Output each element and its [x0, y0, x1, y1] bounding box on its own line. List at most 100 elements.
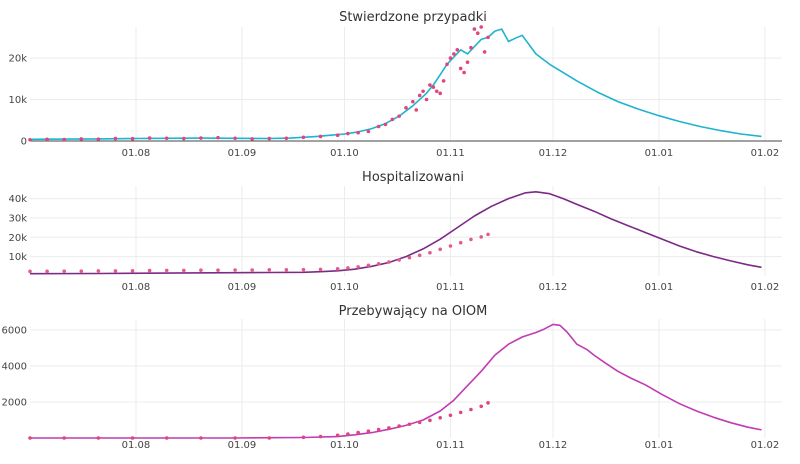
- data-point: [79, 137, 84, 141]
- data-point: [28, 269, 32, 274]
- data-point: [486, 35, 490, 40]
- data-point: [164, 268, 169, 273]
- data-point: [199, 136, 203, 140]
- data-point: [448, 56, 453, 60]
- data-point: [28, 137, 32, 142]
- data-point: [335, 133, 340, 137]
- data-point: [376, 124, 381, 129]
- data-point: [267, 268, 272, 272]
- x-tick-label: 01.10: [330, 440, 359, 451]
- data-point: [62, 436, 66, 440]
- data-point: [79, 269, 84, 273]
- data-point: [250, 268, 254, 272]
- data-point: [216, 135, 220, 140]
- data-point: [366, 429, 371, 433]
- data-point: [441, 79, 446, 83]
- x-tick-label: 01.09: [228, 282, 257, 293]
- data-point: [130, 436, 135, 440]
- data-point: [411, 99, 415, 104]
- data-point: [421, 89, 425, 94]
- data-point: [438, 247, 442, 252]
- x-tick-label: 01.08: [122, 440, 151, 451]
- data-point: [318, 434, 323, 439]
- data-point: [147, 136, 152, 140]
- data-point: [346, 131, 350, 136]
- data-point: [267, 136, 272, 141]
- data-point: [376, 427, 381, 432]
- data-point: [233, 136, 237, 141]
- data-point: [335, 267, 340, 271]
- data-point: [417, 93, 422, 98]
- y-tick-label: 4000: [2, 361, 27, 372]
- chart-hospitalized: Hospitalizowani 01.08 01.09 01.10 01.11 01.1…: [8, 170, 782, 293]
- data-point: [455, 48, 460, 52]
- series-line-model: [30, 323, 762, 439]
- data-point: [147, 268, 152, 273]
- x-tick-label: 01.11: [436, 282, 465, 293]
- data-point: [216, 268, 220, 272]
- data-point: [356, 130, 360, 135]
- data-point: [469, 45, 473, 50]
- data-point: [438, 91, 442, 96]
- chart-title: Hospitalizowani: [362, 170, 464, 185]
- data-point: [445, 62, 449, 67]
- data-point: [199, 268, 203, 272]
- data-point: [250, 137, 254, 141]
- data-point: [233, 268, 237, 272]
- chart-title: Przebywający na OIOM: [339, 304, 488, 319]
- data-point: [438, 416, 442, 420]
- data-point: [346, 266, 350, 270]
- data-point: [199, 436, 203, 440]
- series-line-model: [29, 28, 762, 141]
- data-point: [301, 435, 306, 440]
- data-point: [164, 136, 169, 141]
- data-point: [397, 114, 401, 118]
- data-point: [301, 135, 306, 140]
- x-tick-label: 01.10: [330, 282, 359, 293]
- data-point: [472, 27, 477, 31]
- data-point: [130, 136, 135, 141]
- data-point: [387, 260, 391, 264]
- data-point: [62, 137, 66, 142]
- data-point: [448, 413, 453, 418]
- data-point: [346, 432, 350, 436]
- y-tick-label: 20k: [8, 233, 27, 244]
- x-tick-label: 01.02: [751, 282, 780, 293]
- x-tick-label: 01.02: [751, 148, 780, 159]
- data-point: [318, 267, 323, 272]
- x-tick-label: 01.12: [539, 148, 568, 159]
- chart-confirmed-cases: Stwierdzone przypadki 01.08 01.09 01.10 01.…: [8, 10, 782, 159]
- x-tick-label: 01.01: [645, 148, 674, 159]
- x-tick-label: 01.10: [330, 148, 359, 159]
- x-tick-label: 01.12: [539, 282, 568, 293]
- data-point: [96, 436, 101, 440]
- data-point: [356, 430, 360, 435]
- data-point: [458, 410, 463, 415]
- y-tick-label: 10k: [8, 95, 27, 106]
- data-point: [431, 85, 436, 89]
- data-point: [475, 31, 480, 36]
- data-point: [356, 265, 360, 269]
- x-tick-label: 01.09: [228, 440, 257, 451]
- data-point: [62, 269, 66, 273]
- x-tick-label: 01.12: [539, 440, 568, 451]
- y-tick-label: 10k: [8, 252, 27, 263]
- chart-icu: Przebywający na OIOM 01.08 01.09 01.10 01.1…: [2, 304, 782, 451]
- data-point: [407, 255, 412, 260]
- data-point: [479, 25, 484, 29]
- data-point: [452, 52, 456, 56]
- data-point: [397, 424, 401, 428]
- y-tick-label: 40k: [8, 194, 27, 205]
- data-point: [113, 136, 118, 141]
- data-point: [469, 237, 473, 242]
- y-tick-label: 0: [21, 137, 27, 148]
- data-point: [182, 136, 186, 141]
- data-point: [366, 129, 371, 134]
- x-tick-label: 01.11: [436, 148, 465, 159]
- y-tick-label: 30k: [8, 213, 27, 224]
- chart-title: Stwierdzone przypadki: [339, 10, 487, 25]
- data-point: [267, 436, 272, 440]
- data-point: [28, 436, 32, 440]
- series-line-model: [29, 191, 762, 275]
